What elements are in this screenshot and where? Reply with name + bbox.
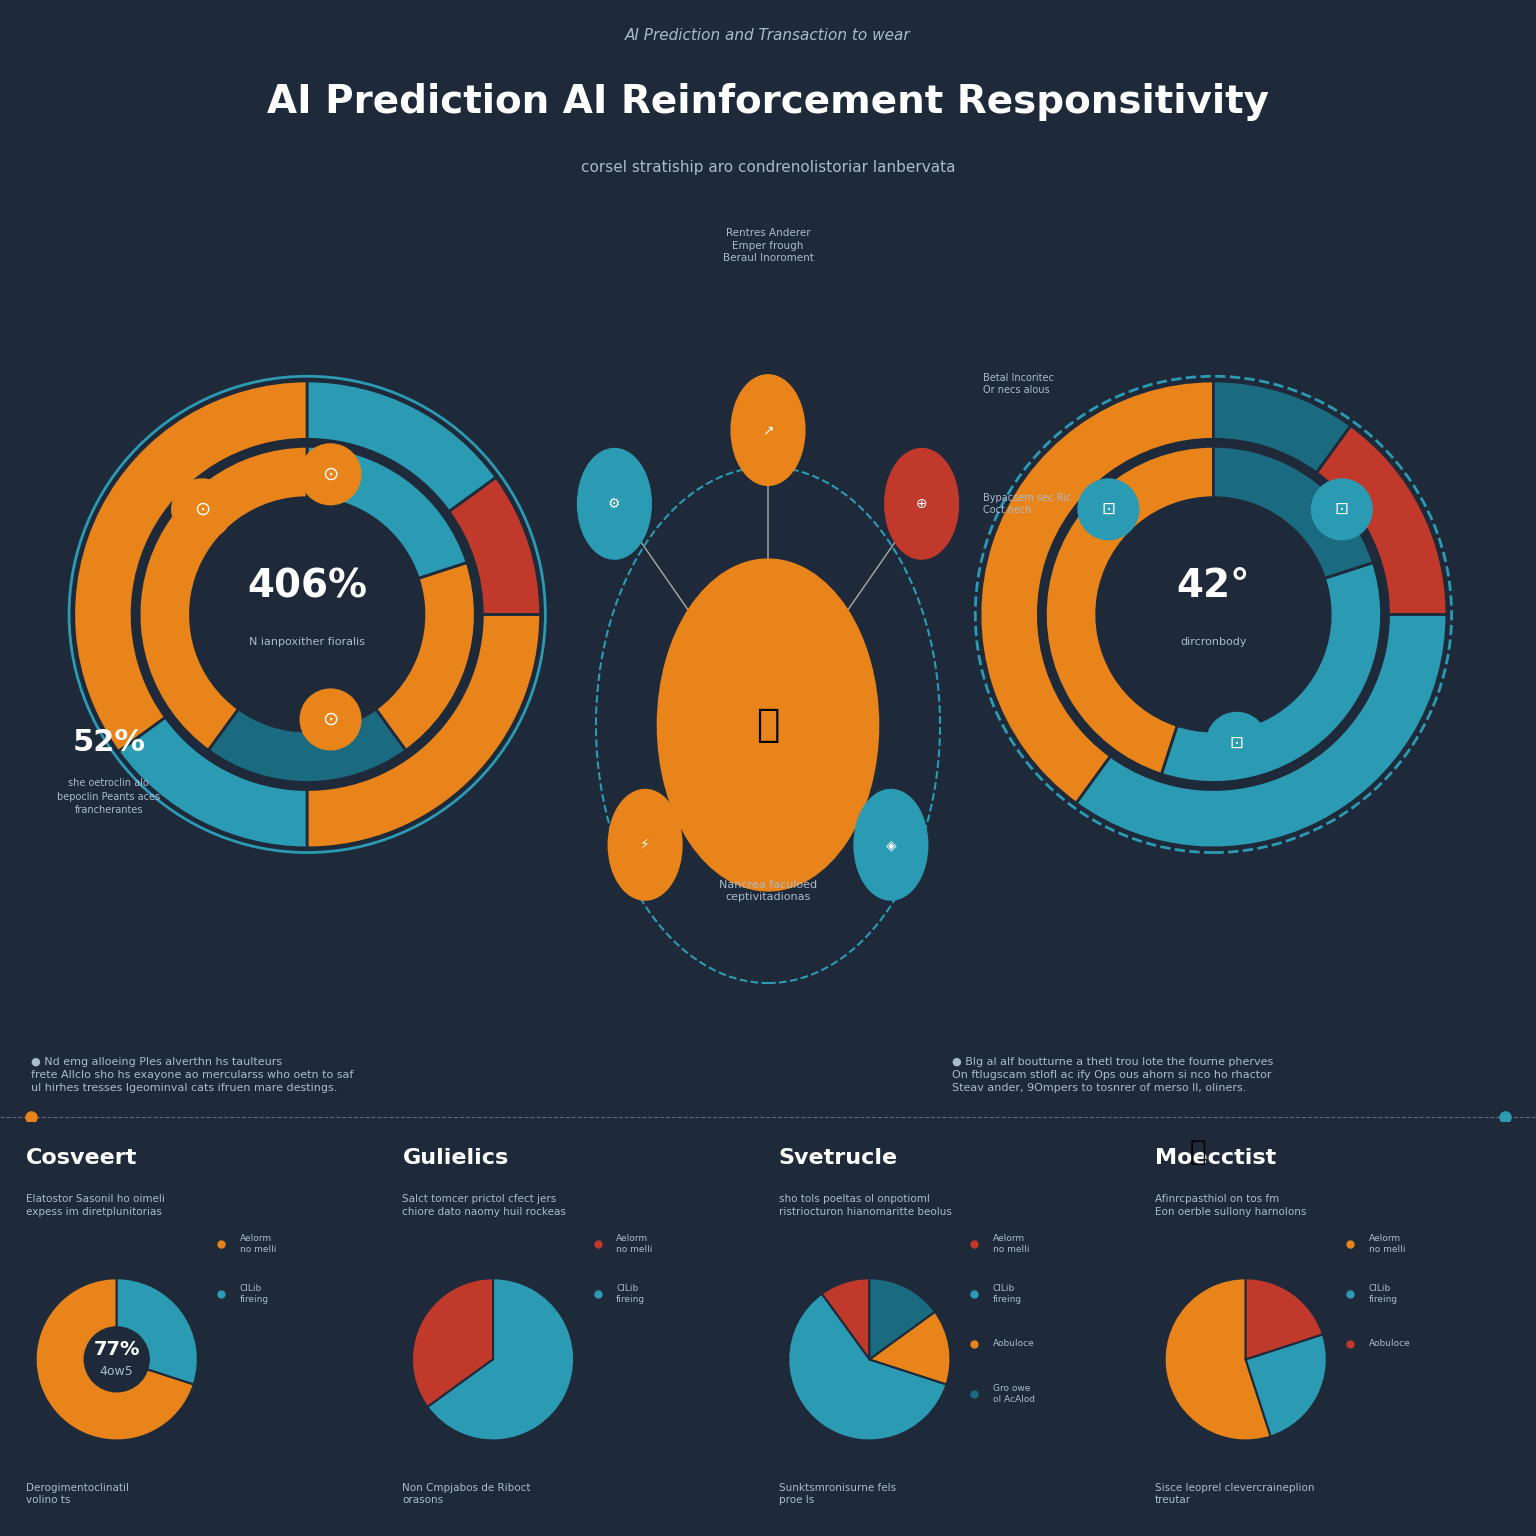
Text: Afinrcpasthiol on tos fm
Eon oerble sullony harnolons: Afinrcpasthiol on tos fm Eon oerble sull… bbox=[1155, 1195, 1307, 1217]
Text: AI Prediction and Transaction to wear: AI Prediction and Transaction to wear bbox=[625, 28, 911, 43]
Text: ◈: ◈ bbox=[886, 837, 895, 852]
Text: Non Cmpjabos de Riboct
orasons: Non Cmpjabos de Riboct orasons bbox=[402, 1482, 531, 1505]
Text: Sunktsmronisurne fels
proe ls: Sunktsmronisurne fels proe ls bbox=[779, 1482, 895, 1505]
Text: 4ow5: 4ow5 bbox=[100, 1366, 134, 1378]
Wedge shape bbox=[1164, 1278, 1270, 1441]
Text: Aelorm
no melli: Aelorm no melli bbox=[240, 1235, 276, 1253]
Circle shape bbox=[1206, 713, 1267, 773]
Text: Aelorm
no melli: Aelorm no melli bbox=[616, 1235, 653, 1253]
Wedge shape bbox=[1316, 425, 1447, 614]
Circle shape bbox=[300, 690, 361, 750]
Text: Moecctist: Moecctist bbox=[1155, 1149, 1276, 1169]
Text: Gro owe
ol AcAlod: Gro owe ol AcAlod bbox=[992, 1384, 1035, 1404]
Wedge shape bbox=[1246, 1335, 1327, 1436]
Wedge shape bbox=[869, 1312, 951, 1384]
Text: Aelorm
no melli: Aelorm no melli bbox=[992, 1235, 1029, 1253]
Text: Rentres Anderer
Emper frough
Beraul Inoroment: Rentres Anderer Emper frough Beraul Inor… bbox=[722, 229, 814, 263]
Text: ⊕: ⊕ bbox=[915, 496, 928, 511]
Wedge shape bbox=[1213, 381, 1350, 473]
Circle shape bbox=[885, 449, 958, 559]
Text: Elatostor Sasonil ho oimeli
expess im diretplunitorias: Elatostor Sasonil ho oimeli expess im di… bbox=[26, 1195, 164, 1217]
Wedge shape bbox=[869, 1278, 935, 1359]
Text: Gulielics: Gulielics bbox=[402, 1149, 508, 1169]
Wedge shape bbox=[788, 1293, 946, 1441]
Wedge shape bbox=[980, 381, 1213, 803]
Text: CILib
fireing: CILib fireing bbox=[1369, 1284, 1398, 1304]
Text: CILib
fireing: CILib fireing bbox=[992, 1284, 1021, 1304]
Circle shape bbox=[578, 449, 651, 559]
Text: sho tols poeltas ol onpotioml
ristriocturon hianomaritte beolus: sho tols poeltas ol onpotioml ristrioctu… bbox=[779, 1195, 952, 1217]
Circle shape bbox=[657, 559, 879, 891]
Text: 42°: 42° bbox=[1177, 567, 1250, 605]
Text: ⊙: ⊙ bbox=[194, 499, 210, 519]
Text: ⊡: ⊡ bbox=[1101, 501, 1115, 518]
Circle shape bbox=[608, 790, 682, 900]
Text: Nancrea faculoed
ceptivitadionas: Nancrea faculoed ceptivitadionas bbox=[719, 880, 817, 902]
Text: dircronbody: dircronbody bbox=[1180, 637, 1247, 647]
Wedge shape bbox=[427, 1278, 574, 1441]
Wedge shape bbox=[412, 1278, 493, 1407]
Wedge shape bbox=[307, 614, 541, 848]
Circle shape bbox=[300, 444, 361, 505]
Text: Aobuloce: Aobuloce bbox=[992, 1339, 1034, 1349]
Wedge shape bbox=[822, 1278, 869, 1359]
Wedge shape bbox=[1213, 447, 1373, 579]
Text: AI Prediction AI Reinforcement Responsitivity: AI Prediction AI Reinforcement Responsit… bbox=[267, 83, 1269, 121]
Text: 👤: 👤 bbox=[1190, 1138, 1206, 1166]
Text: ⊙: ⊙ bbox=[323, 465, 339, 484]
Wedge shape bbox=[117, 1278, 198, 1384]
Text: CILib
fireing: CILib fireing bbox=[240, 1284, 269, 1304]
Text: Betal Incoritec
Or necs alous: Betal Incoritec Or necs alous bbox=[983, 373, 1054, 395]
Circle shape bbox=[1101, 502, 1326, 727]
Wedge shape bbox=[35, 1278, 194, 1441]
Wedge shape bbox=[376, 562, 475, 751]
Text: she oetroclin alo
bepoclin Peants aces
francherantes: she oetroclin alo bepoclin Peants aces f… bbox=[57, 779, 160, 814]
Circle shape bbox=[1312, 479, 1372, 539]
Circle shape bbox=[172, 479, 232, 539]
Text: ● Nd emg alloeing Ples alverthn hs taulteurs
frete Allclo sho hs exayone ao merc: ● Nd emg alloeing Ples alverthn hs tault… bbox=[31, 1057, 353, 1094]
Text: N ianpoxither fioralis: N ianpoxither fioralis bbox=[249, 637, 366, 647]
Text: Derogimentoclinatil
volino ts: Derogimentoclinatil volino ts bbox=[26, 1482, 129, 1505]
Text: corsel stratiship aro condrenolistoriar lanbervata: corsel stratiship aro condrenolistoriar … bbox=[581, 160, 955, 175]
Circle shape bbox=[84, 1327, 149, 1392]
Text: ⚙: ⚙ bbox=[608, 496, 621, 511]
Wedge shape bbox=[449, 478, 541, 614]
Text: 🔒: 🔒 bbox=[756, 707, 780, 743]
Wedge shape bbox=[140, 447, 307, 751]
Wedge shape bbox=[307, 381, 496, 511]
Text: 406%: 406% bbox=[247, 567, 367, 605]
Wedge shape bbox=[1246, 1278, 1322, 1359]
Wedge shape bbox=[307, 447, 467, 579]
Text: CILib
fireing: CILib fireing bbox=[616, 1284, 645, 1304]
Text: 52%: 52% bbox=[72, 728, 146, 757]
Wedge shape bbox=[118, 717, 307, 848]
Text: Aobuloce: Aobuloce bbox=[1369, 1339, 1410, 1349]
Text: Bypacsem sec Ric
Coct oech: Bypacsem sec Ric Coct oech bbox=[983, 493, 1072, 515]
Text: Cosveert: Cosveert bbox=[26, 1149, 138, 1169]
Circle shape bbox=[731, 375, 805, 485]
Wedge shape bbox=[209, 708, 406, 782]
Circle shape bbox=[854, 790, 928, 900]
Circle shape bbox=[195, 502, 419, 727]
Text: 77%: 77% bbox=[94, 1339, 140, 1359]
Text: Sisce leoprel clevercraineplion
treutar: Sisce leoprel clevercraineplion treutar bbox=[1155, 1482, 1315, 1505]
Text: ↗: ↗ bbox=[762, 422, 774, 438]
Text: ⚡: ⚡ bbox=[641, 837, 650, 852]
Text: Salct tomcer prictol cfect jers
chiore dato naomy huil rockeas: Salct tomcer prictol cfect jers chiore d… bbox=[402, 1195, 567, 1217]
Text: ● Blg al alf boutturne a thetl trou lote the fourne pherves
On ftlugscam stlofl : ● Blg al alf boutturne a thetl trou lote… bbox=[952, 1057, 1273, 1094]
Text: ⊙: ⊙ bbox=[323, 710, 339, 730]
Wedge shape bbox=[1077, 614, 1447, 848]
Text: Aelorm
no melli: Aelorm no melli bbox=[1369, 1235, 1405, 1253]
Wedge shape bbox=[1046, 447, 1213, 774]
Wedge shape bbox=[1161, 562, 1381, 782]
Text: ⊡: ⊡ bbox=[1230, 734, 1244, 751]
Text: Svetrucle: Svetrucle bbox=[779, 1149, 899, 1169]
Wedge shape bbox=[74, 381, 307, 751]
Text: ⊡: ⊡ bbox=[1335, 501, 1349, 518]
Circle shape bbox=[1078, 479, 1138, 539]
